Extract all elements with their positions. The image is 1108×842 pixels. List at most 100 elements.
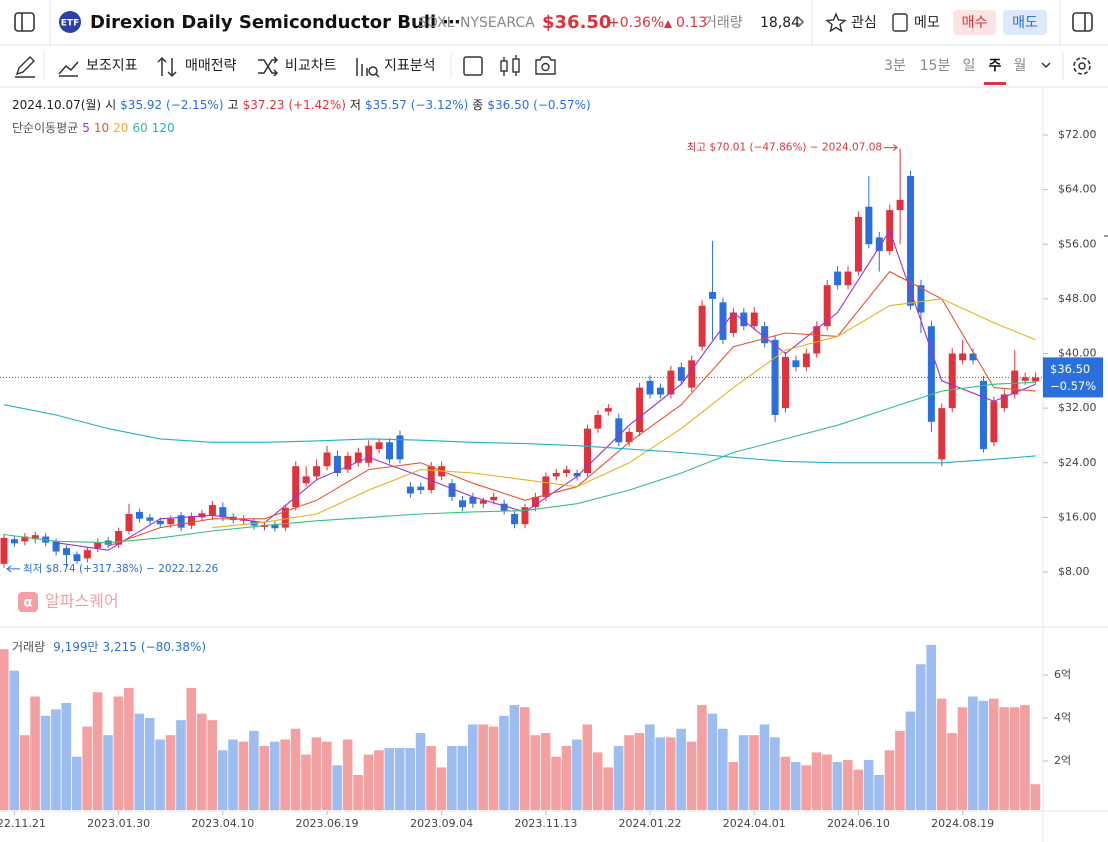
draw-icon[interactable]: [15, 56, 35, 78]
volume-bar: [759, 724, 770, 810]
volume-bar: [999, 707, 1009, 810]
tool[interactable]: 보조지표: [86, 58, 138, 74]
volume-bar: [353, 774, 363, 810]
info-item: 저: [350, 98, 361, 112]
candle-body: [865, 206, 873, 245]
memo-icon[interactable]: [892, 13, 908, 32]
info-item: $36.50 (−0.57%): [487, 98, 590, 112]
star-icon[interactable]: [825, 12, 847, 33]
period[interactable]: 월: [1014, 58, 1027, 74]
compare-icon[interactable]: [258, 56, 279, 77]
sell-button[interactable]: [1003, 10, 1047, 35]
candle-body: [761, 326, 769, 344]
camera-icon[interactable]: [541, 62, 550, 72]
volume-bar: [0, 649, 9, 810]
y-tick-label: 4억: [1054, 711, 1071, 724]
memo-button[interactable]: 메모: [914, 15, 940, 31]
period[interactable]: 3분: [884, 58, 906, 74]
annotation-high: 최고 $70.01 (−47.86%) − 2024.07.08: [687, 142, 882, 154]
settings-icon[interactable]: [1073, 57, 1091, 75]
plot: $8.00 $16.00 $24.00 $32.00 $40.00 $48.00 $56.0…: [0, 128, 1103, 830]
volume-bar: [801, 765, 811, 810]
volume-bar: [884, 750, 895, 810]
shape-icon[interactable]: [463, 56, 483, 76]
camera-icon[interactable]: [535, 56, 556, 75]
candle-body: [52, 541, 60, 552]
sell-text[interactable]: 매도: [1012, 15, 1038, 31]
volume-bar: [874, 774, 884, 810]
strategy-icon[interactable]: [157, 56, 177, 78]
tool[interactable]: 지표분석: [384, 58, 436, 74]
ohlc-info: 2024.10.07(월) 시 $35.92 (−2.15%) 고 $37.23 (+1…: [12, 98, 591, 112]
settings-icon[interactable]: [1078, 62, 1086, 70]
volume-bar: [134, 713, 145, 810]
candle-icon[interactable]: [500, 60, 508, 72]
volume-bar: [426, 745, 436, 810]
candle-body: [750, 312, 758, 327]
candle-body: [719, 302, 727, 340]
info-item: 시: [105, 98, 116, 112]
candle-body: [782, 356, 789, 409]
analysis-icon[interactable]: [356, 58, 380, 78]
indicator-icon[interactable]: [58, 61, 79, 77]
candle-body: [938, 408, 946, 460]
tool[interactable]: 매매전략: [185, 58, 237, 74]
candle-icon[interactable]: [512, 58, 520, 73]
volume-info-item: (−80.38%): [141, 640, 206, 654]
panel-toggle[interactable]: [1072, 12, 1093, 32]
y-tick-label: 6억: [1054, 668, 1071, 681]
volume-bar: [447, 745, 457, 810]
period[interactable]: 일: [963, 58, 976, 74]
periods: 3분 15분 일 주 월: [884, 58, 1026, 85]
y-tick-label: 2억: [1054, 754, 1071, 767]
period[interactable]: 주: [989, 58, 1002, 74]
period-underline: [984, 82, 1006, 85]
candle-body: [834, 271, 842, 286]
candle-body: [417, 486, 425, 491]
candle-body: [677, 367, 685, 381]
volume-bar: [322, 741, 332, 810]
candle-body: [427, 466, 435, 491]
candle-body: [94, 541, 102, 549]
volume-bar: [540, 733, 551, 810]
sidebar-toggle[interactable]: [14, 12, 35, 32]
y-tick-label: $56.00: [1058, 237, 1097, 250]
candle-body: [333, 455, 341, 474]
volume-bar: [738, 735, 749, 810]
candle-body: [584, 428, 592, 474]
more-arrow[interactable]: [797, 16, 805, 28]
info-item: 종: [472, 98, 483, 112]
volume-bar: [624, 735, 634, 810]
tool[interactable]: 비교차트: [285, 58, 337, 74]
candle-body: [292, 466, 300, 508]
volume-bar: [697, 705, 707, 810]
volume-bar: [238, 741, 249, 810]
volume-bar: [217, 750, 228, 810]
candle-body: [323, 452, 331, 467]
candle-body: [563, 469, 571, 474]
volume: 18,84: [760, 15, 800, 31]
candle-body: [615, 418, 623, 443]
volume-bar: [269, 741, 280, 810]
watch-button[interactable]: 관심: [851, 15, 877, 31]
watermark: 알파스퀘어: [45, 592, 119, 611]
annotation-low: 최저 $8.74 (+317.38%) − 2022.12.26: [23, 563, 219, 575]
buy-button[interactable]: [953, 10, 996, 35]
volume-bar: [822, 754, 832, 810]
candle-body: [188, 516, 196, 526]
candle-body: [271, 524, 279, 529]
volume-label: 거래량: [704, 15, 743, 31]
volume-bar: [488, 726, 499, 810]
more-periods[interactable]: [1041, 62, 1051, 69]
volume-bar: [572, 739, 582, 810]
volume-bar: [561, 745, 572, 810]
buy-text[interactable]: 매수: [962, 15, 988, 31]
candle-body: [73, 554, 81, 562]
volume-bar: [520, 707, 530, 810]
volume-bar: [301, 754, 311, 810]
moving-average: [3, 381, 1036, 544]
period[interactable]: 15분: [920, 58, 951, 74]
candle-body: [844, 271, 852, 286]
info-item: $35.57 (−3.12%): [365, 98, 468, 112]
x-tick-label: 2023.06.19: [296, 817, 359, 830]
